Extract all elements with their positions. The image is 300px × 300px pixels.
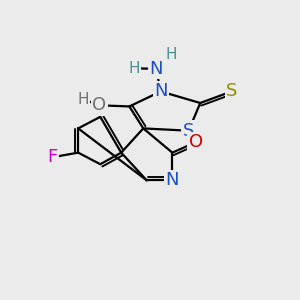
Text: H: H (165, 47, 177, 62)
Text: N: N (166, 171, 179, 189)
Text: N: N (154, 82, 167, 100)
Text: O: O (188, 133, 203, 151)
Text: S: S (183, 122, 194, 140)
Text: H: H (77, 92, 88, 106)
Text: N: N (149, 60, 163, 78)
Text: O: O (92, 96, 106, 114)
Text: S: S (226, 82, 237, 100)
Text: F: F (47, 148, 57, 166)
Text: H: H (128, 61, 140, 76)
